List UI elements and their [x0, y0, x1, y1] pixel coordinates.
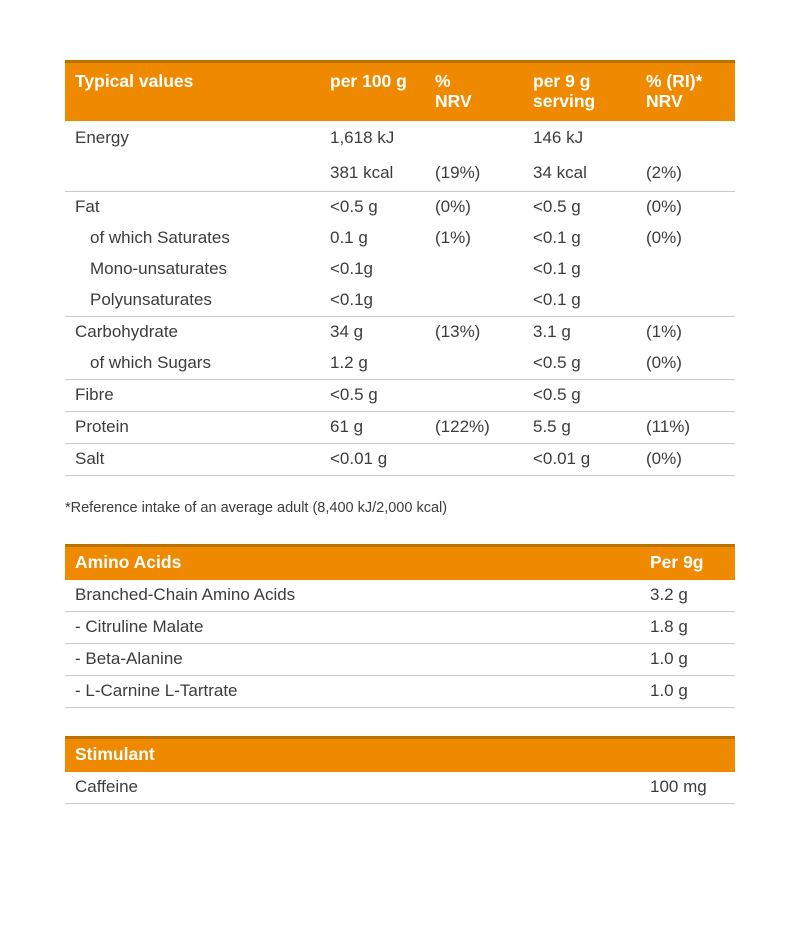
amino-row: - Citruline Malate 1.8 g [65, 612, 735, 644]
fibre-group: Fibre <0.5 g <0.5 g [65, 378, 735, 411]
ri-percent-value: (0%) [646, 197, 682, 217]
amino-acids-title: Amino Acids [75, 551, 182, 572]
per-100g-value: 61 g [330, 417, 364, 437]
salt-group: Salt <0.01 g <0.01 g (0%) [65, 442, 735, 475]
amino-label: - L-Carnine L-Tartrate [75, 681, 238, 701]
nutrition-label: Typical values per 100 g % NRV per 9 g s… [65, 60, 735, 804]
table-row: Salt <0.01 g <0.01 g (0%) [65, 444, 735, 475]
per-100g-value: 1.2 g [330, 353, 368, 373]
per-serving-value: <0.5 g [533, 197, 581, 217]
ri-percent-value: (2%) [646, 163, 682, 183]
table-row: Fat <0.5 g (0%) <0.5 g (0%) [65, 192, 735, 223]
nutrient-label: Fibre [75, 385, 114, 405]
column-header-nrv: % NRV [435, 71, 472, 112]
amino-label: - Citruline Malate [75, 617, 204, 637]
amino-label: - Beta-Alanine [75, 649, 183, 669]
nrv-percent-value: (0%) [435, 197, 471, 217]
nutrient-label: of which Sugars [90, 353, 211, 373]
nutrient-label: Protein [75, 417, 129, 437]
per-serving-value: <0.1 g [533, 228, 581, 248]
stimulant-header: Stimulant [65, 735, 735, 772]
nrv-percent-value: (122%) [435, 417, 490, 437]
table-row: Carbohydrate 34 g (13%) 3.1 g (1%) [65, 317, 735, 348]
amino-row: Branched-Chain Amino Acids 3.2 g [65, 580, 735, 612]
table-row: Protein 61 g (122%) 5.5 g (11%) [65, 412, 735, 443]
column-header-typical-values: Typical values [75, 71, 194, 91]
table-row: Energy 1,618 kJ 146 kJ [65, 121, 735, 156]
nrv-percent-value: (13%) [435, 322, 481, 342]
nutrient-label: Salt [75, 449, 105, 469]
reference-intake-footnote: *Reference intake of an average adult (8… [65, 499, 448, 516]
amino-acids-table: Amino Acids Per 9g Branched-Chain Amino … [65, 543, 735, 708]
stimulant-title: Stimulant [75, 743, 155, 764]
per-serving-value: <0.1 g [533, 259, 581, 279]
stimulant-row: Caffeine 100 mg [65, 772, 735, 804]
stimulant-table: Stimulant Caffeine 100 mg [65, 735, 735, 804]
amino-label: Branched-Chain Amino Acids [75, 585, 296, 605]
fat-group: Fat <0.5 g (0%) <0.5 g (0%) of which Sat… [65, 190, 735, 316]
ri-percent-value: (0%) [646, 449, 682, 469]
stimulant-value: 100 mg [650, 777, 707, 797]
amino-value: 1.0 g [650, 681, 688, 701]
amino-acids-header: Amino Acids Per 9g [65, 543, 735, 580]
per-100g-value: 1,618 kJ [330, 128, 395, 148]
protein-group: Protein 61 g (122%) 5.5 g (11%) [65, 410, 735, 443]
nutrient-label: Fat [75, 197, 100, 217]
nutrient-label: of which Saturates [90, 228, 230, 248]
stimulant-label: Caffeine [75, 777, 139, 797]
amino-row: - L-Carnine L-Tartrate 1.0 g [65, 676, 735, 708]
nutrient-label: Carbohydrate [75, 322, 179, 342]
nrv-percent-value: (19%) [435, 163, 481, 183]
per-100g-value: <0.5 g [330, 197, 378, 217]
table-row: Polyunsaturates <0.1g <0.1 g [65, 285, 735, 316]
typical-values-body: Energy 1,618 kJ 146 kJ 381 kcal (19%) 34… [65, 121, 735, 476]
amino-value: 1.0 g [650, 649, 688, 669]
table-row: 381 kcal (19%) 34 kcal (2%) [65, 156, 735, 191]
per-100g-value: <0.1g [330, 259, 374, 279]
per-100g-value: <0.1g [330, 290, 374, 310]
table-row: of which Sugars 1.2 g <0.5 g (0%) [65, 348, 735, 379]
per-serving-value: <0.5 g [533, 353, 581, 373]
per-serving-value: 34 kcal [533, 163, 587, 183]
per-serving-value: <0.01 g [533, 449, 591, 469]
ri-percent-value: (11%) [646, 417, 691, 437]
typical-values-header: Typical values per 100 g % NRV per 9 g s… [65, 60, 735, 121]
per-100g-value: <0.5 g [330, 385, 378, 405]
carbohydrate-group: Carbohydrate 34 g (13%) 3.1 g (1%) of wh… [65, 315, 735, 379]
column-header-per-serving: per 9 g serving [533, 71, 596, 112]
per-100g-value: <0.01 g [330, 449, 388, 469]
per-serving-value: <0.5 g [533, 385, 581, 405]
ri-percent-value: (0%) [646, 228, 682, 248]
per-100g-value: 381 kcal [330, 163, 394, 183]
nutrient-label: Mono-unsaturates [90, 259, 228, 279]
amino-value: 1.8 g [650, 617, 688, 637]
amino-row: - Beta-Alanine 1.0 g [65, 644, 735, 676]
amino-acids-unit: Per 9g [650, 551, 704, 572]
table-row: Mono-unsaturates <0.1g <0.1 g [65, 254, 735, 285]
per-serving-value: 5.5 g [533, 417, 571, 437]
per-100g-value: 0.1 g [330, 228, 368, 248]
amino-value: 3.2 g [650, 585, 688, 605]
table-row: of which Saturates 0.1 g (1%) <0.1 g (0%… [65, 223, 735, 254]
nutrient-label: Polyunsaturates [90, 290, 212, 310]
per-serving-value: 3.1 g [533, 322, 571, 342]
stimulant-unit [650, 744, 735, 765]
typical-values-table: Typical values per 100 g % NRV per 9 g s… [65, 60, 735, 476]
energy-group: Energy 1,618 kJ 146 kJ 381 kcal (19%) 34… [65, 121, 735, 191]
column-header-per-100g: per 100 g [330, 71, 407, 91]
table-row: Fibre <0.5 g <0.5 g [65, 380, 735, 411]
per-serving-value: 146 kJ [533, 128, 584, 148]
per-serving-value: <0.1 g [533, 290, 581, 310]
nutrient-label: Energy [75, 128, 129, 148]
nrv-percent-value: (1%) [435, 228, 471, 248]
ri-percent-value: (0%) [646, 353, 682, 373]
per-100g-value: 34 g [330, 322, 364, 342]
column-header-ri-nrv: % (RI)* NRV [646, 71, 703, 112]
ri-percent-value: (1%) [646, 322, 682, 342]
